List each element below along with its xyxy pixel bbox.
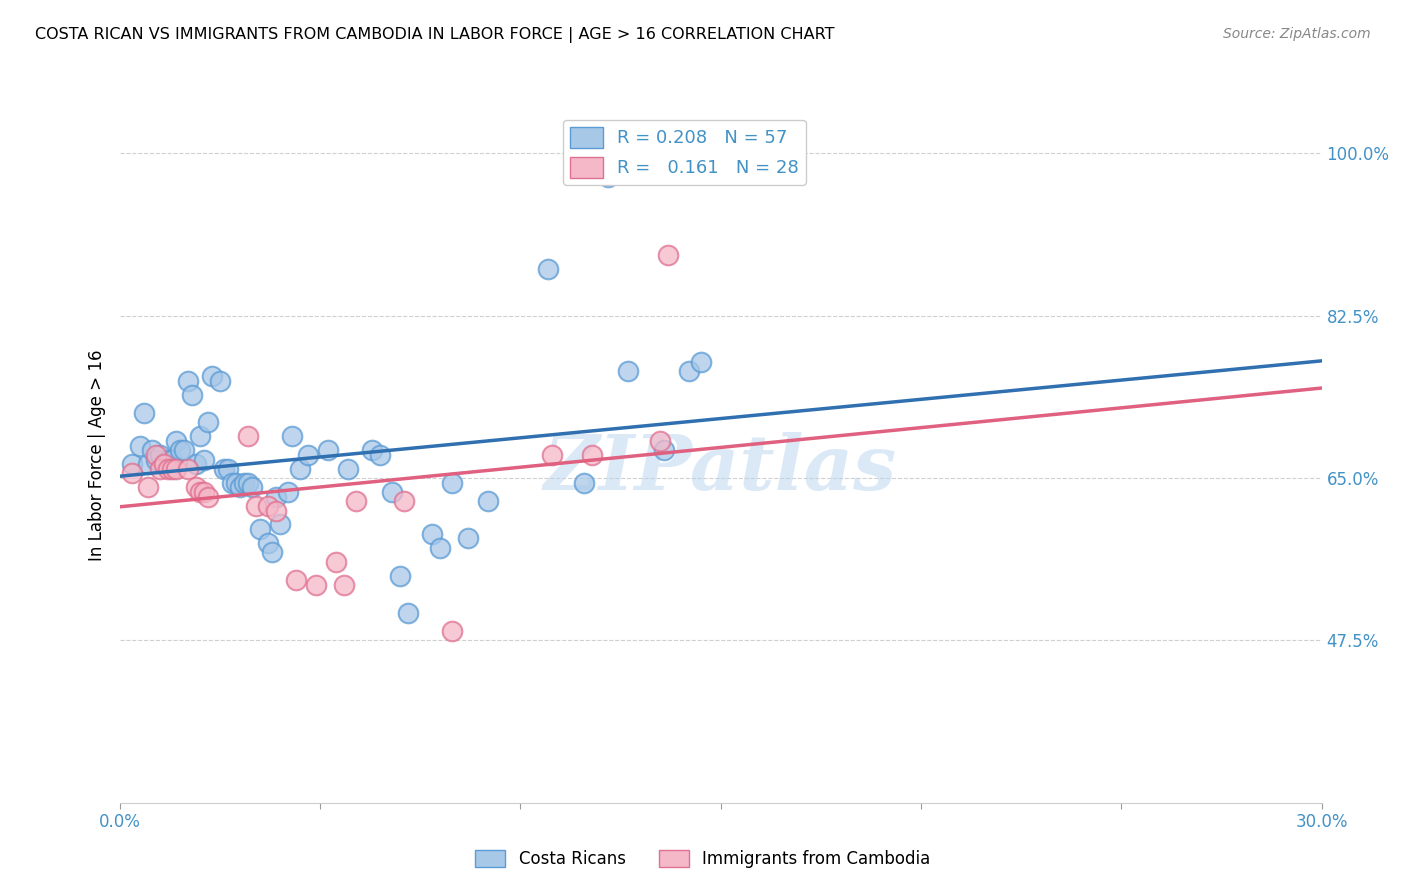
Point xyxy=(136,457,159,471)
Point xyxy=(149,462,172,476)
Point xyxy=(574,475,596,490)
Point xyxy=(264,503,287,517)
Point xyxy=(617,364,640,378)
Point xyxy=(156,462,179,476)
Point xyxy=(217,462,239,476)
Point xyxy=(537,262,560,277)
Point xyxy=(128,439,150,453)
Point xyxy=(145,448,167,462)
Point xyxy=(236,429,259,443)
Text: ZIPatlas: ZIPatlas xyxy=(544,432,897,506)
Point xyxy=(368,448,391,462)
Point xyxy=(121,457,143,471)
Point xyxy=(145,452,167,467)
Point xyxy=(654,443,676,458)
Point xyxy=(297,448,319,462)
Point xyxy=(152,457,174,471)
Point xyxy=(361,443,384,458)
Point xyxy=(284,573,307,587)
Point xyxy=(197,490,219,504)
Point xyxy=(256,536,278,550)
Point xyxy=(221,475,243,490)
Point xyxy=(316,443,339,458)
Point xyxy=(281,429,304,443)
Point xyxy=(240,480,263,494)
Point xyxy=(176,462,198,476)
Point xyxy=(232,475,254,490)
Point xyxy=(249,522,271,536)
Point xyxy=(208,374,231,388)
Point xyxy=(457,532,479,546)
Point xyxy=(325,555,347,569)
Text: Source: ZipAtlas.com: Source: ZipAtlas.com xyxy=(1223,27,1371,41)
Point xyxy=(236,475,259,490)
Point xyxy=(678,364,700,378)
Point xyxy=(650,434,672,448)
Point xyxy=(598,169,620,184)
Legend: Costa Ricans, Immigrants from Cambodia: Costa Ricans, Immigrants from Cambodia xyxy=(468,843,938,875)
Point xyxy=(441,475,464,490)
Point xyxy=(180,387,202,401)
Point xyxy=(689,355,711,369)
Point xyxy=(269,517,291,532)
Point xyxy=(260,545,283,559)
Point xyxy=(212,462,235,476)
Point xyxy=(197,416,219,430)
Point xyxy=(160,462,183,476)
Point xyxy=(193,485,215,500)
Point xyxy=(429,541,451,555)
Point xyxy=(184,480,207,494)
Point xyxy=(136,480,159,494)
Point xyxy=(381,485,404,500)
Legend: R = 0.208   N = 57, R =   0.161   N = 28: R = 0.208 N = 57, R = 0.161 N = 28 xyxy=(562,120,806,185)
Point xyxy=(420,526,443,541)
Point xyxy=(581,448,603,462)
Point xyxy=(245,499,267,513)
Point xyxy=(173,443,195,458)
Text: COSTA RICAN VS IMMIGRANTS FROM CAMBODIA IN LABOR FORCE | AGE > 16 CORRELATION CH: COSTA RICAN VS IMMIGRANTS FROM CAMBODIA … xyxy=(35,27,835,43)
Point xyxy=(392,494,415,508)
Point xyxy=(188,429,211,443)
Point xyxy=(184,457,207,471)
Y-axis label: In Labor Force | Age > 16: In Labor Force | Age > 16 xyxy=(87,349,105,561)
Point xyxy=(441,624,464,639)
Point xyxy=(121,467,143,481)
Point xyxy=(160,452,183,467)
Point xyxy=(541,448,564,462)
Point xyxy=(141,443,163,458)
Point xyxy=(256,499,278,513)
Point xyxy=(169,443,191,458)
Point xyxy=(333,578,356,592)
Point xyxy=(188,485,211,500)
Point xyxy=(264,490,287,504)
Point xyxy=(228,480,252,494)
Point xyxy=(156,452,179,467)
Point xyxy=(277,485,299,500)
Point xyxy=(657,248,679,262)
Point xyxy=(288,462,311,476)
Point xyxy=(132,406,155,420)
Point xyxy=(165,434,187,448)
Point xyxy=(225,475,247,490)
Point xyxy=(344,494,367,508)
Point xyxy=(305,578,328,592)
Point xyxy=(149,448,172,462)
Point xyxy=(193,452,215,467)
Point xyxy=(396,606,419,620)
Point xyxy=(165,462,187,476)
Point xyxy=(201,369,224,384)
Point xyxy=(336,462,359,476)
Point xyxy=(477,494,499,508)
Point xyxy=(176,374,198,388)
Point xyxy=(152,457,174,471)
Point xyxy=(388,568,412,582)
